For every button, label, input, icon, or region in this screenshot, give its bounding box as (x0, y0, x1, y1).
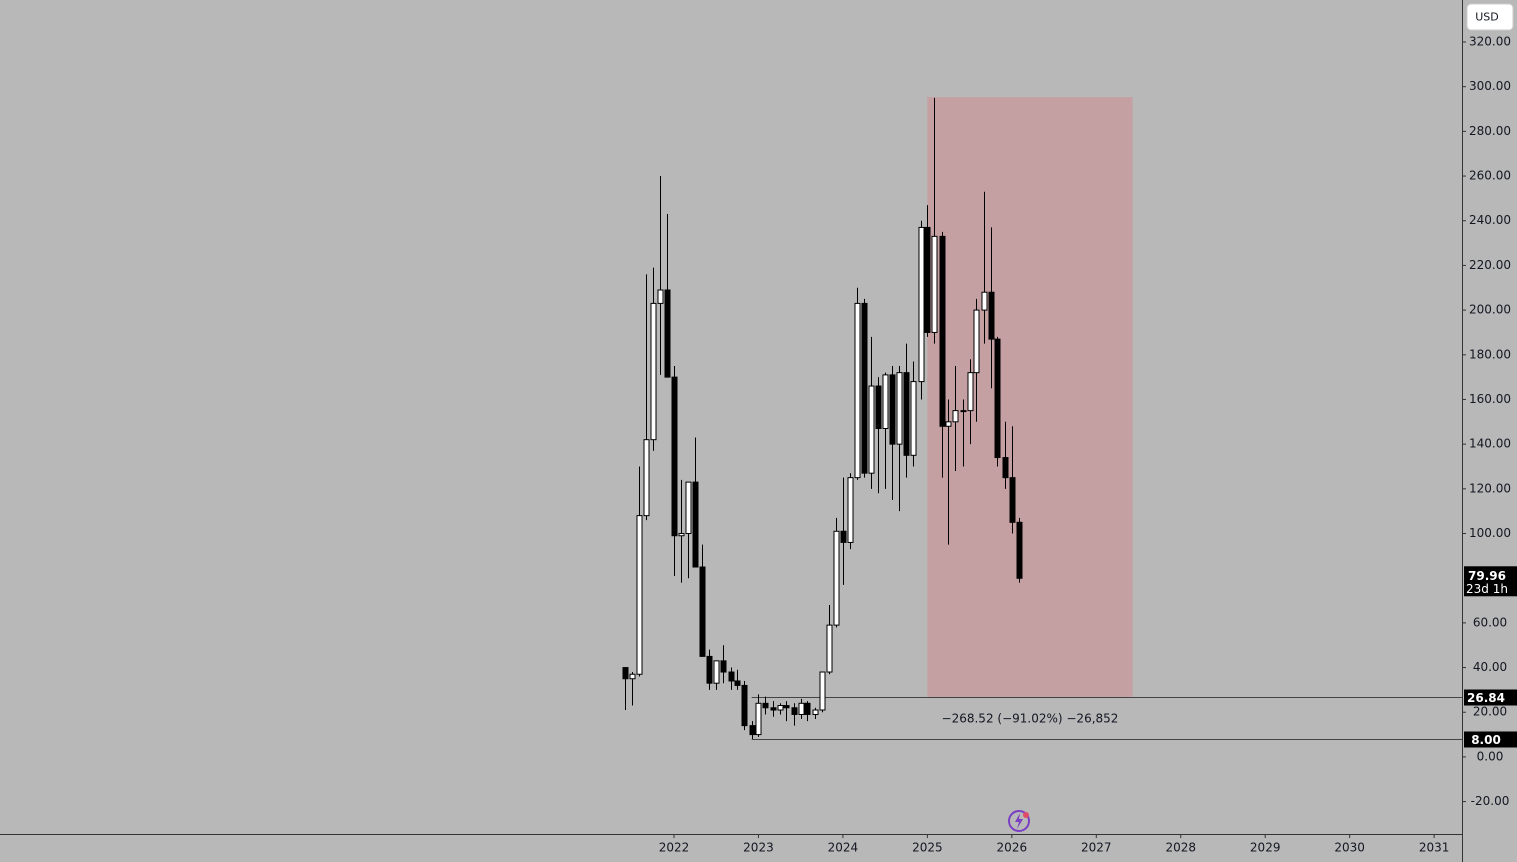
candle-body (713, 660, 720, 684)
candle-body (840, 530, 847, 543)
candle-body (903, 372, 910, 456)
x-tick-label: 2024 (828, 841, 859, 855)
candle-body (671, 376, 678, 537)
last-price: 79.96 (1468, 569, 1506, 583)
candle-body (643, 439, 650, 517)
y-tick-label: 60.00 (1473, 615, 1507, 629)
candle-body (973, 309, 980, 374)
candle-body (945, 421, 952, 427)
candle-body (622, 667, 629, 680)
candle-body (981, 291, 988, 311)
x-tick-label: 2031 (1419, 841, 1450, 855)
y-tick-label: 160.00 (1469, 392, 1511, 406)
measure-label: −268.52 (−91.02%) −26,852 (942, 711, 1119, 725)
currency-button[interactable] (1466, 3, 1514, 31)
candle-body (826, 624, 833, 673)
candle-body (762, 702, 769, 709)
candle-body (967, 372, 974, 412)
y-tick-label: -20.00 (1471, 794, 1510, 808)
x-tick-label: 2027 (1081, 841, 1112, 855)
candle-body (755, 702, 762, 736)
x-tick-label: 2026 (997, 841, 1028, 855)
level-tag (1464, 689, 1517, 706)
candle-body (685, 481, 692, 535)
candle-body (861, 302, 868, 474)
candle-body (664, 289, 671, 378)
y-tick-label: 140.00 (1469, 437, 1511, 451)
candle-body (783, 705, 790, 709)
last-price-tag (1464, 566, 1517, 597)
candle-body (889, 374, 896, 445)
y-tick-label: 300.00 (1469, 79, 1511, 93)
candle-body (994, 338, 1001, 459)
x-tick-label: 2023 (743, 841, 774, 855)
candle-body (657, 289, 664, 304)
candle-body (804, 702, 811, 715)
candle-body (650, 302, 657, 441)
candle-body (699, 566, 706, 657)
y-tick-label: 320.00 (1469, 35, 1511, 49)
candle-body (896, 372, 903, 445)
y-tick-label: 40.00 (1473, 660, 1507, 674)
candle-body (931, 235, 938, 333)
candle-body (777, 705, 784, 711)
candle-body (692, 481, 699, 568)
currency[interactable]: USD (1475, 11, 1499, 24)
level-tag (1464, 731, 1517, 748)
candle-body (868, 385, 875, 474)
y-tick-label: 180.00 (1469, 347, 1511, 361)
candle-body (854, 302, 861, 479)
candle-body (882, 374, 889, 430)
candle-body (812, 709, 819, 715)
candle-body (960, 410, 967, 413)
candle-body (1002, 457, 1009, 479)
y-tick-label: 100.00 (1469, 526, 1511, 540)
candle-body (910, 381, 917, 456)
y-tick-label: 0.00 (1477, 749, 1504, 763)
level-label: 26.84 (1467, 691, 1505, 705)
candle-body (939, 235, 946, 427)
x-tick-label: 2030 (1334, 841, 1365, 855)
candle-body (924, 226, 931, 333)
countdown: 23d 1h (1466, 582, 1508, 596)
candle-body (720, 660, 727, 673)
candle-body (819, 671, 826, 711)
y-tick-label: 120.00 (1469, 481, 1511, 495)
y-tick-label: 220.00 (1469, 258, 1511, 272)
x-tick-label: 2022 (659, 841, 690, 855)
x-tick-label: 2029 (1250, 841, 1281, 855)
watermark-icon (1008, 810, 1030, 832)
candle-body (636, 515, 643, 675)
candle-body (918, 226, 925, 383)
level-label: 8.00 (1471, 733, 1501, 747)
x-tick-label: 2025 (912, 841, 943, 855)
candle-body (833, 530, 840, 626)
y-tick-label: 260.00 (1469, 169, 1511, 183)
candle-body (741, 684, 748, 727)
candle-body (1009, 477, 1016, 523)
candle-body (749, 725, 756, 736)
candle-body (629, 673, 636, 680)
y-tick-label: 240.00 (1469, 213, 1511, 227)
y-tick-label: 20.00 (1473, 705, 1507, 719)
candle-body (847, 477, 854, 543)
candle-body (1016, 521, 1023, 579)
y-tick-label: 280.00 (1469, 124, 1511, 138)
candle-body (988, 291, 995, 340)
candle-body (791, 707, 798, 715)
candle-body (728, 671, 735, 682)
candle-body (678, 533, 685, 537)
candle-body (875, 385, 882, 430)
measure-box (927, 97, 1133, 697)
candle-body (798, 702, 805, 715)
y-tick-label: 200.00 (1469, 303, 1511, 317)
candle-body (952, 410, 959, 423)
candle-body (734, 680, 741, 686)
candle-body (770, 707, 777, 711)
candle-body (706, 655, 713, 684)
x-tick-label: 2028 (1165, 841, 1196, 855)
